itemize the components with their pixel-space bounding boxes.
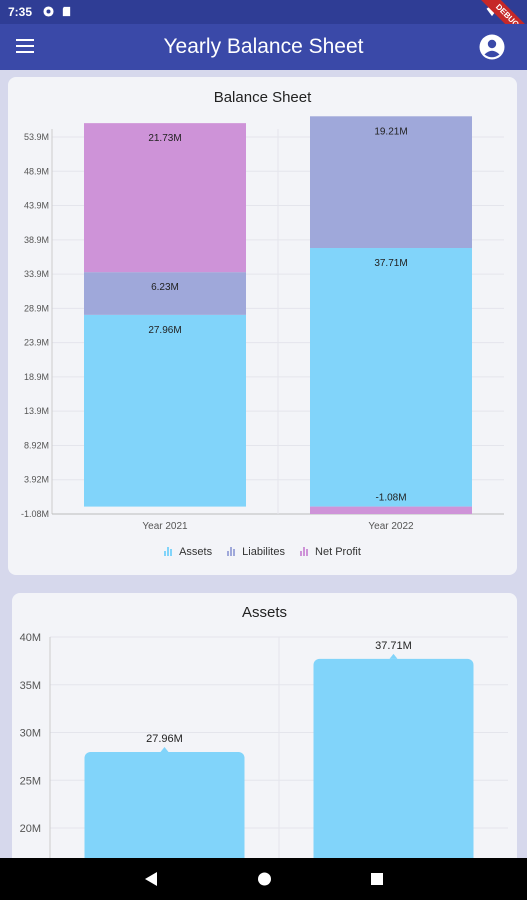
bar-segment — [310, 506, 472, 514]
y-tick-label: 3.92M — [24, 475, 49, 485]
y-tick-label: 53.9M — [24, 132, 49, 142]
chart-legend: Assets Liabilites Net Profit — [8, 546, 517, 559]
y-tick-label: 23.9M — [24, 338, 49, 348]
navigation-bar — [0, 858, 527, 900]
bar — [84, 751, 245, 893]
y-tick-label: 38.9M — [24, 235, 49, 245]
page-title: Yearly Balance Sheet — [163, 35, 364, 58]
bar-segment — [84, 314, 246, 507]
data-label: 19.21M — [374, 126, 407, 137]
y-tick-label: 25M — [20, 775, 41, 787]
sync-status-icon — [43, 6, 54, 17]
assets-chart-title: Assets — [241, 604, 287, 621]
y-tick-label: 28.9M — [24, 303, 49, 313]
bar-chart-icon — [300, 547, 309, 559]
y-tick-label: 20M — [20, 823, 41, 835]
bar-chart-icon — [227, 547, 236, 559]
y-tick-label: 30M — [20, 728, 41, 740]
bar — [313, 658, 474, 893]
home-icon[interactable] — [257, 871, 272, 887]
tooltip-marker — [160, 746, 169, 752]
data-label: 37.71M — [374, 258, 407, 269]
account-icon[interactable] — [479, 34, 505, 60]
legend-label-net-profit: Net Profit — [315, 546, 361, 558]
bar-segment — [84, 123, 246, 273]
y-tick-label: -1.08M — [21, 509, 49, 519]
y-tick-label: 8.92M — [24, 440, 49, 450]
data-label: -1.08M — [375, 493, 406, 504]
bar-chart-icon — [164, 547, 173, 559]
x-tick-label: Year 2021 — [142, 521, 188, 532]
y-tick-label: 35M — [20, 680, 41, 692]
legend-label-assets: Assets — [179, 546, 213, 558]
assets-chart: 20M 25M 30M 35M 40M 27.96M 37.71M — [20, 632, 508, 893]
app-bar: Yearly Balance Sheet — [0, 24, 527, 70]
y-tick-label: 43.9M — [24, 201, 49, 211]
data-label: 27.96M — [146, 733, 183, 745]
bar-segment — [310, 116, 472, 249]
recent-apps-icon[interactable] — [370, 871, 384, 887]
assets-card: Assets 20M 25M 30M 35M 40M 27.96M 37.71M — [12, 593, 517, 893]
data-label: 6.23M — [151, 282, 179, 293]
status-time: 7:35 — [8, 5, 33, 19]
y-tick-label: 13.9M — [24, 406, 49, 416]
legend-item-net-profit[interactable]: Net Profit — [300, 546, 361, 559]
legend-item-liabilities[interactable]: Liabilites — [227, 546, 285, 559]
legend-item-assets[interactable]: Assets — [164, 546, 212, 559]
data-label: 27.96M — [148, 325, 181, 336]
menu-icon[interactable] — [16, 39, 34, 53]
data-label: 21.73M — [148, 133, 181, 144]
back-icon[interactable] — [144, 871, 158, 887]
data-label: 37.71M — [375, 640, 412, 652]
legend-label-liabilities: Liabilites — [242, 546, 285, 558]
balance-sheet-chart-title: Balance Sheet — [213, 89, 312, 106]
sd-card-icon — [62, 6, 71, 17]
balance-sheet-card: Balance Sheet -1.08M 3.92M 8.92M 13.9M 18.9M… — [8, 77, 517, 575]
status-bar: 7:35 DEBUG — [0, 0, 527, 54]
y-tick-label: 40M — [20, 632, 41, 644]
x-tick-label: Year 2022 — [368, 521, 414, 532]
bar-segment — [310, 248, 472, 507]
bar-segment — [84, 272, 246, 315]
y-tick-label: 18.9M — [24, 372, 49, 382]
balance-sheet-chart: -1.08M 3.92M 8.92M 13.9M 18.9M 23.9M 28.9M 33.9… — [21, 116, 504, 532]
tooltip-marker — [389, 653, 398, 659]
y-tick-label: 33.9M — [24, 269, 49, 279]
y-tick-label: 48.9M — [24, 166, 49, 176]
